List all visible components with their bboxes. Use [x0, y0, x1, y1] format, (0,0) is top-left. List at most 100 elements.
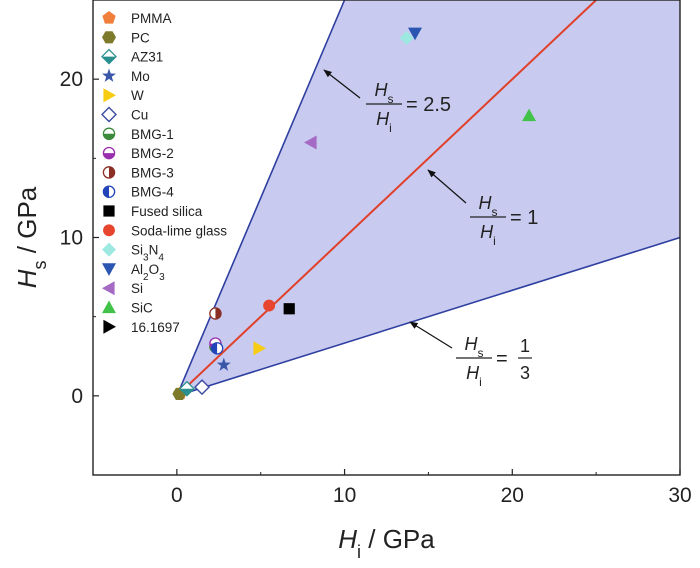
legend-label-part: Si: [131, 243, 143, 258]
y-tick-label: 10: [60, 227, 83, 250]
legend-marker-fill: [103, 153, 115, 159]
legend-label-part: Soda-lime glass: [131, 223, 227, 238]
ratio-label-middle-num-symbol: H: [479, 193, 493, 213]
legend-label-part: BMG-4: [131, 185, 174, 200]
legend-marker-fill: [109, 166, 115, 178]
ratio-label-upper-equals: = 2.5: [406, 94, 451, 116]
data-point-az31-fill: [179, 388, 194, 396]
legend-marker: [103, 205, 115, 217]
legend-label-part: Fused silica: [131, 204, 203, 219]
legend-marker: [102, 127, 116, 141]
legend-marker: [102, 185, 116, 198]
arrow-upper: [323, 69, 361, 99]
ratio-label-middle-num-sub: s: [492, 205, 498, 219]
y-tick-label: 0: [71, 385, 83, 408]
legend-label: Si3N4: [131, 243, 164, 264]
data-point-bmg-3: [209, 307, 222, 320]
legend-label: Cu: [131, 108, 148, 123]
legend-label: BMG-3: [131, 165, 174, 180]
legend-marker: [101, 48, 117, 65]
ratio-label-lower-numerator: Hs: [465, 334, 484, 360]
y-axis-label-group: Hs / GPa: [12, 186, 50, 288]
ratio-label-lower-denominator: Hi: [466, 363, 482, 389]
legend-label-part: BMG-2: [131, 146, 174, 161]
legend-label: BMG-2: [131, 146, 174, 161]
y-axis-label: Hs / GPa: [12, 186, 50, 288]
data-point-cu: [194, 379, 211, 396]
ratio-label-upper-den-sub: i: [389, 121, 392, 135]
x-tick-label: 30: [668, 484, 691, 507]
y-axis-label-symbol: H: [12, 269, 42, 288]
legend-marker-fill: [103, 186, 109, 198]
x-axis-label-subscript: i: [357, 542, 361, 562]
legend-label: 16.1697: [131, 320, 180, 335]
legend-marker: [103, 319, 116, 334]
legend-label: Al2O3: [131, 262, 165, 283]
legend-label: BMG-4: [131, 185, 174, 200]
lower-boundary-line: [176, 236, 680, 397]
ratio-label-lower-den-sub: i: [479, 375, 482, 389]
legend-label-part: Cu: [131, 108, 148, 123]
data-point-bmg-3-fill: [215, 307, 222, 320]
ratio-label-upper-num-sub: s: [388, 92, 394, 106]
ratio-label-middle-numerator: Hs: [479, 193, 498, 219]
x-tick-label: 20: [501, 484, 524, 507]
ratio-label-upper-den-symbol: H: [376, 109, 390, 129]
ratio-label-lower-value-numerator: 1: [520, 336, 530, 356]
data-point-az31: [179, 380, 195, 397]
legend-label-part: O: [149, 262, 160, 277]
data-point-soda-lime-glass: [263, 299, 276, 312]
legend-label: BMG-1: [131, 127, 174, 142]
legend-label-subscript: 3: [143, 252, 149, 263]
legend-label: Fused silica: [131, 204, 203, 219]
data-point-si: [304, 135, 317, 150]
x-axis-label-symbol: H: [338, 524, 357, 554]
legend-label-part: Si: [131, 281, 143, 296]
data-point-bmg-4-fill: [211, 342, 218, 354]
legend-label-part: Mo: [131, 69, 150, 84]
legend-label-part: SiC: [131, 301, 153, 316]
legend-label-part: N: [149, 243, 159, 258]
arrow-middle: [427, 169, 467, 204]
legend-marker: [101, 106, 117, 123]
y-axis-label-unit: / GPa: [12, 186, 42, 260]
x-tick-label: 0: [171, 484, 183, 507]
legend-marker: [102, 166, 116, 179]
legend-marker: [102, 281, 115, 296]
data-point-w: [253, 341, 267, 356]
legend-label: SiC: [131, 301, 153, 316]
ratio-label-upper-numerator: Hs: [375, 80, 394, 106]
legend-label-part: PMMA: [131, 11, 172, 26]
legend-marker: [103, 88, 116, 103]
legend-label-part: BMG-1: [131, 127, 174, 142]
ratio-label-middle-equals: = 1: [510, 207, 538, 229]
data-point-al2o3: [408, 27, 423, 41]
plot-area: [172, 0, 680, 400]
y-tick-label: 20: [60, 68, 83, 91]
x-axis-label: Hi / GPa: [338, 524, 435, 562]
ratio-label-upper-num-symbol: H: [375, 80, 389, 100]
shaded-region: [176, 0, 680, 396]
legend: PMMA PC AZ31 Mo W Cu BMG-1 BMG-2 BMG-3 BMG-4 Fused…: [101, 11, 227, 335]
x-axis-label-unit: / GPa: [361, 524, 435, 554]
legend-marker: [102, 263, 116, 276]
y-axis-label-subscript: s: [30, 260, 50, 269]
x-tick-label: 10: [333, 484, 356, 507]
legend-label: PMMA: [131, 11, 172, 26]
ratio-label-middle-den-sub: i: [493, 234, 496, 248]
legend-label-part: BMG-3: [131, 165, 174, 180]
upper-boundary-line: [176, 0, 346, 397]
data-point-fused-silica: [283, 303, 295, 315]
ratio-label-lower-equals: =: [496, 348, 508, 370]
data-point-mo: [216, 357, 231, 371]
legend-marker-fill: [103, 133, 115, 140]
ratio-label-lower-num-sub: s: [478, 346, 484, 360]
legend-label-subscript: 2: [143, 271, 149, 282]
legend-label-subscript: 3: [159, 271, 165, 282]
ratio-label-upper-denominator: Hi: [376, 109, 392, 135]
legend-marker: [102, 146, 116, 160]
legend-label-part: PC: [131, 30, 150, 45]
